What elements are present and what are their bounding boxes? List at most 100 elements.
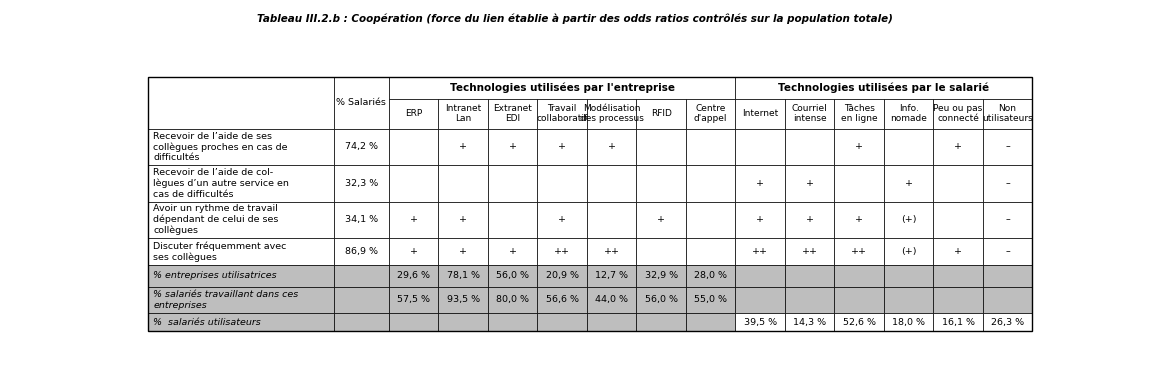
Text: % Salariés: % Salariés [337,98,386,107]
Bar [587,129,637,165]
Text: 34,1 %: 34,1 % [345,215,378,224]
Bar [388,77,735,99]
Text: +: + [558,215,566,224]
Bar [439,99,488,129]
Text: Technologies utilisées par le salarié: Technologies utilisées par le salarié [778,83,989,93]
Bar [637,129,686,165]
Bar [388,286,439,313]
Bar [439,202,488,238]
Bar [637,313,686,331]
Bar [333,313,388,331]
Bar [982,99,1032,129]
Text: (+): (+) [901,247,917,256]
Bar [785,165,834,202]
Bar [982,202,1032,238]
Text: % salariés travaillant dans ces
entreprises: % salariés travaillant dans ces entrepri… [154,290,299,310]
Bar [439,165,488,202]
Text: +: + [855,142,863,151]
Bar [735,165,785,202]
Bar [637,265,686,286]
Text: +: + [805,179,813,188]
Text: 32,3 %: 32,3 % [345,179,378,188]
Text: Technologies utilisées par l'entreprise: Technologies utilisées par l'entreprise [449,83,674,93]
Text: 14,3 %: 14,3 % [793,318,826,327]
Text: +: + [558,142,566,151]
Bar [884,265,933,286]
Bar [933,313,982,331]
Bar [735,202,785,238]
Bar [785,286,834,313]
Bar [587,202,637,238]
Text: 44,0 %: 44,0 % [595,295,629,304]
Text: 26,3 %: 26,3 % [990,318,1024,327]
Bar [834,202,884,238]
Text: Non
utilisateurs: Non utilisateurs [982,104,1033,123]
Text: ERP: ERP [404,109,423,118]
Bar [388,238,439,265]
Bar [785,129,834,165]
Bar [587,165,637,202]
Bar [785,238,834,265]
Bar [587,265,637,286]
Bar [148,238,333,265]
Bar [884,202,933,238]
Text: 56,0 %: 56,0 % [645,295,678,304]
Bar [388,313,439,331]
Text: Recevoir de l’aide de col-
lègues d’un autre service en
cas de difficultés: Recevoir de l’aide de col- lègues d’un a… [154,168,290,199]
Bar [333,286,388,313]
Text: +: + [460,247,468,256]
Text: +: + [904,179,912,188]
Bar [333,202,388,238]
Bar [388,165,439,202]
Text: +: + [410,215,417,224]
Bar [735,77,1032,99]
Bar [933,99,982,129]
Text: +: + [954,247,962,256]
Bar [388,129,439,165]
Bar [637,238,686,265]
Text: +: + [460,142,468,151]
Text: Info.
nomade: Info. nomade [890,104,927,123]
Bar [735,99,785,129]
Bar [538,99,587,129]
Bar [538,165,587,202]
Text: +: + [805,215,813,224]
Text: +: + [756,215,764,224]
Bar [982,286,1032,313]
Bar [538,129,587,165]
Bar [148,129,333,165]
Text: 56,0 %: 56,0 % [496,271,530,280]
Bar [488,265,538,286]
Text: +: + [509,142,517,151]
Bar [439,238,488,265]
Text: Peu ou pas
connecté: Peu ou pas connecté [933,104,982,123]
Text: 56,6 %: 56,6 % [546,295,579,304]
Bar [488,99,538,129]
Bar [333,165,388,202]
Bar [388,202,439,238]
Text: ++: ++ [802,247,818,256]
Text: 29,6 %: 29,6 % [398,271,430,280]
Bar [785,202,834,238]
Bar [488,313,538,331]
Bar [933,265,982,286]
Text: Centre
d'appel: Centre d'appel [694,104,727,123]
Bar [735,313,785,331]
Bar [933,202,982,238]
Bar [637,99,686,129]
Text: 57,5 %: 57,5 % [398,295,430,304]
Bar [686,286,735,313]
Bar [834,238,884,265]
Text: 18,0 %: 18,0 % [892,318,925,327]
Bar [439,265,488,286]
Text: +: + [608,142,616,151]
Bar [884,286,933,313]
Bar [933,286,982,313]
Bar [488,286,538,313]
Bar [686,238,735,265]
Text: Travail
collaboratif: Travail collaboratif [537,104,588,123]
Text: +: + [855,215,863,224]
Text: %  salariés utilisateurs: % salariés utilisateurs [154,318,261,327]
Text: RFID: RFID [650,109,671,118]
Text: 28,0 %: 28,0 % [694,271,727,280]
